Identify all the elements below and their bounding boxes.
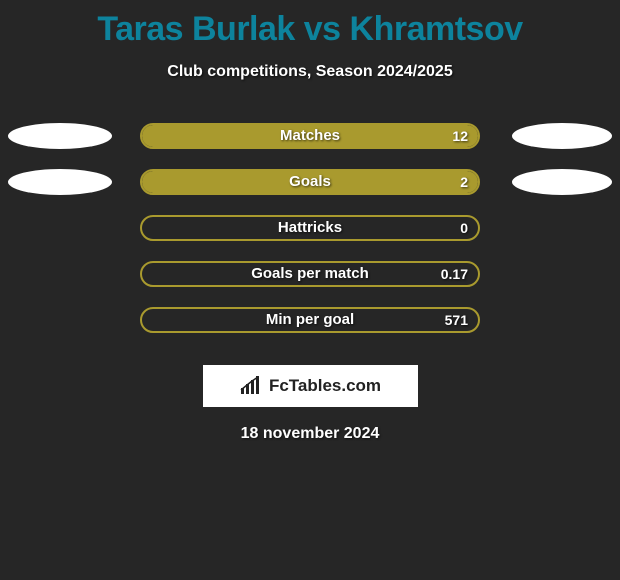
stat-bar-fill	[142, 125, 478, 147]
comparison-rows: Matches12 Goals2 Hattricks0 Goals per match…	[0, 113, 620, 343]
stat-row: Goals per match0.17	[0, 251, 620, 297]
brand-badge: FcTables.com	[203, 365, 418, 407]
stat-value: 571	[445, 309, 468, 331]
stat-bar: Min per goal571	[140, 307, 480, 333]
date-text: 18 november 2024	[0, 425, 620, 443]
stat-bar: Matches12	[140, 123, 480, 149]
stat-label: Min per goal	[142, 309, 478, 331]
brand-chart-icon	[239, 376, 263, 396]
right-ellipse	[512, 123, 612, 149]
page-title: Taras Burlak vs Khramtsov	[0, 0, 620, 49]
stat-value: 0	[460, 217, 468, 239]
left-ellipse	[8, 169, 112, 195]
right-ellipse	[512, 169, 612, 195]
stat-bar: Hattricks0	[140, 215, 480, 241]
stat-row: Hattricks0	[0, 205, 620, 251]
stat-bar: Goals per match0.17	[140, 261, 480, 287]
brand-text: FcTables.com	[269, 376, 381, 396]
stat-row: Goals2	[0, 159, 620, 205]
stat-label: Hattricks	[142, 217, 478, 239]
stat-row: Min per goal571	[0, 297, 620, 343]
stat-bar: Goals2	[140, 169, 480, 195]
stat-row: Matches12	[0, 113, 620, 159]
stat-label: Goals per match	[142, 263, 478, 285]
left-ellipse	[8, 123, 112, 149]
stat-bar-fill	[142, 171, 478, 193]
subtitle: Club competitions, Season 2024/2025	[0, 63, 620, 81]
stat-value: 0.17	[441, 263, 468, 285]
